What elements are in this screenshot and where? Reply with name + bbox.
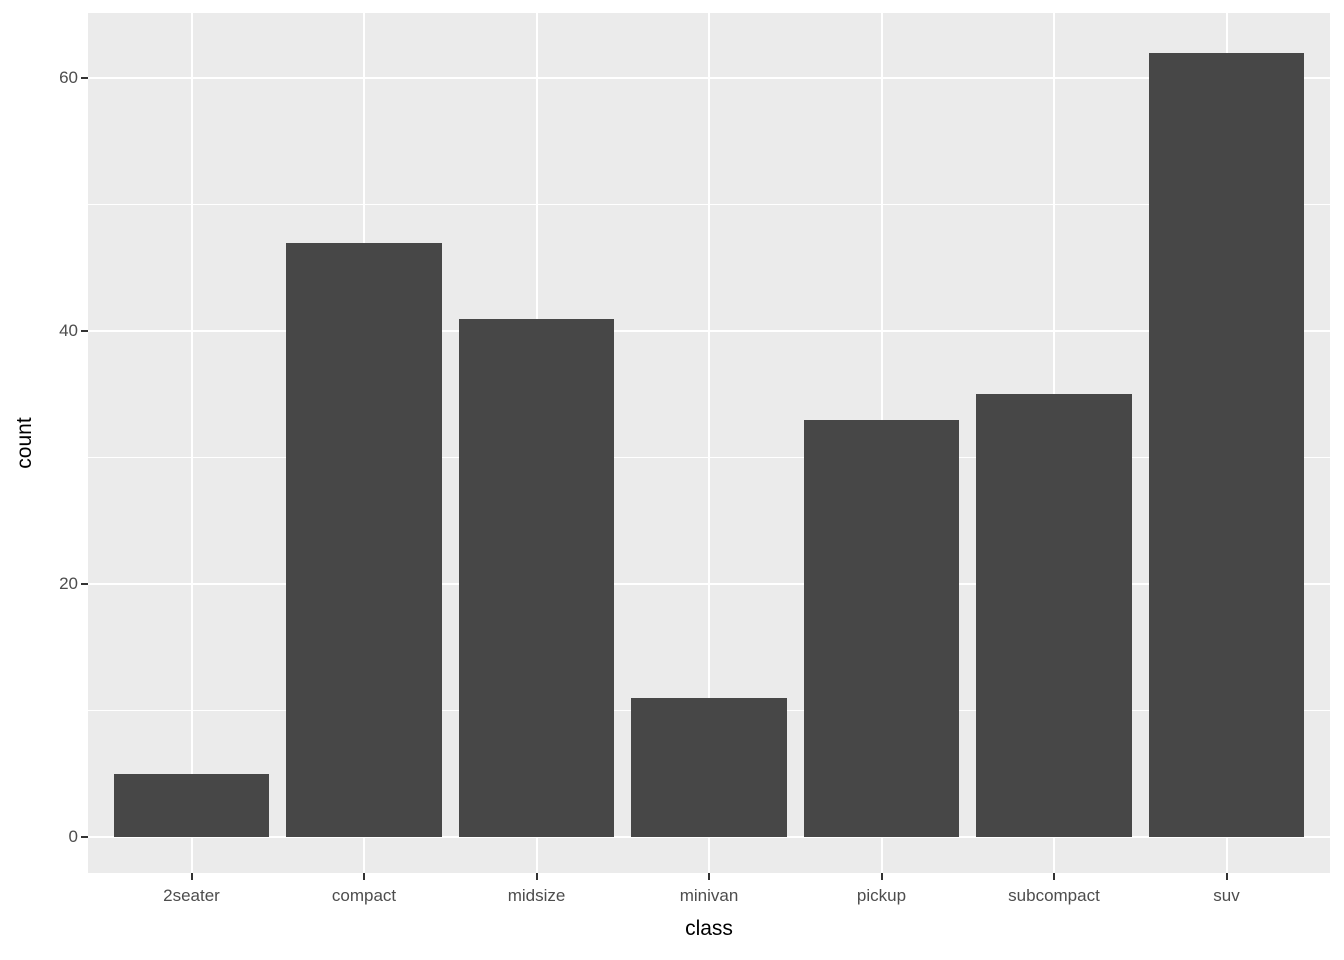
bar-2seater (113, 773, 270, 837)
x-tick-mark (535, 873, 538, 880)
y-tick-label: 20 (59, 574, 78, 594)
x-tick-label-compact: compact (331, 886, 397, 905)
bar-compact (286, 242, 442, 837)
x-tick-mark (1225, 873, 1228, 880)
bar-midsize (458, 318, 615, 837)
x-axis-title: class (685, 917, 733, 940)
gridline-major-x (708, 13, 710, 873)
plot-panel (88, 13, 1330, 873)
x-tick-mark (1053, 873, 1055, 880)
gridline-major-x (190, 13, 193, 873)
x-tick-mark (363, 873, 365, 880)
x-tick-mark (880, 873, 883, 880)
y-tick-mark (81, 77, 88, 80)
y-tick-mark (81, 836, 88, 838)
x-tick-mark (190, 873, 193, 880)
bar-subcompact (976, 394, 1132, 837)
x-tick-label-2seater: 2seater (163, 886, 220, 905)
x-tick-mark (708, 873, 710, 880)
bar-pickup (803, 419, 960, 837)
x-tick-label-suv: suv (1213, 886, 1240, 905)
x-tick-label-pickup: pickup (856, 886, 907, 905)
bar-suv (1148, 53, 1305, 837)
x-tick-label-midsize: midsize (507, 886, 566, 905)
y-tick-label: 40 (59, 321, 78, 341)
y-tick-mark (81, 583, 88, 586)
y-tick-mark (81, 330, 88, 333)
y-tick-label: 0 (68, 827, 78, 846)
bar-minivan (631, 697, 787, 837)
y-tick-label: 60 (59, 68, 78, 88)
x-tick-label-minivan: minivan (679, 886, 739, 905)
y-axis-title: count (13, 417, 36, 469)
x-tick-label-subcompact: subcompact (1008, 886, 1100, 905)
